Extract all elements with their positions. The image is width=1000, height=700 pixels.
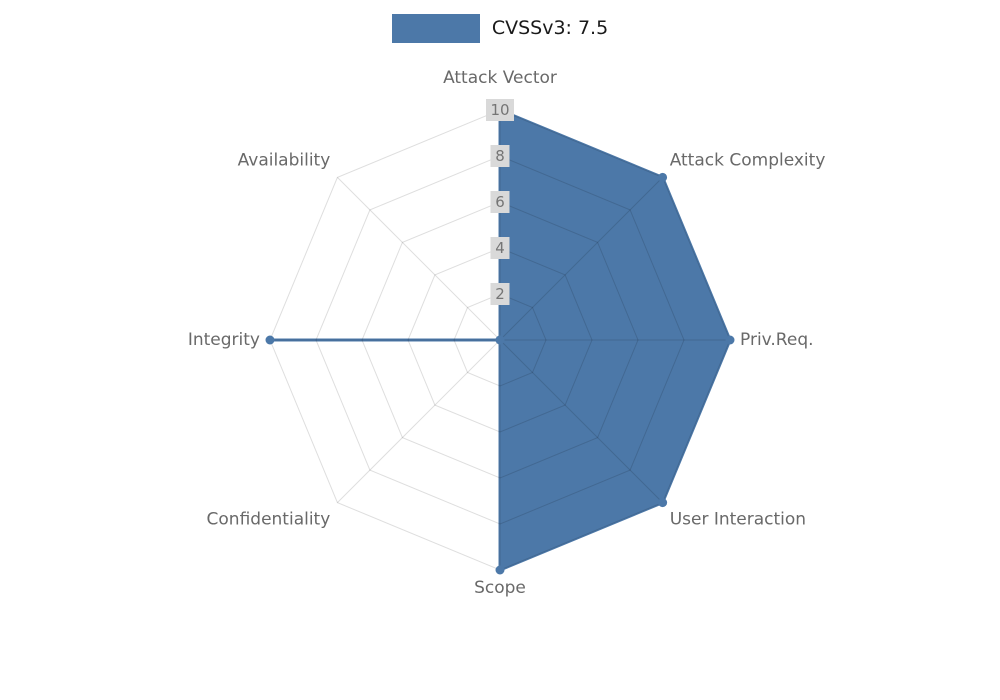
axis-label: Priv.Req. [740, 330, 814, 350]
grid-ring [361, 201, 639, 479]
axis-label: Attack Vector [443, 68, 557, 88]
tick-label: 2 [495, 285, 505, 303]
data-point-dot [495, 335, 505, 345]
tick-label: 10 [490, 101, 509, 119]
legend-label: CVSSv3: 7.5 [491, 17, 609, 39]
axis-label: Availability [238, 150, 331, 170]
legend-swatch [391, 14, 480, 43]
grid-spoke [499, 177, 663, 341]
grid-ring [315, 155, 685, 525]
tick-label-box [490, 283, 510, 305]
axis-label: Scope [474, 578, 526, 598]
tick-label: 6 [495, 193, 505, 211]
axis-label: Confidentiality [207, 510, 331, 530]
tick-label-box [490, 237, 510, 259]
tick-label: 8 [495, 147, 505, 165]
tick-label-box [486, 99, 514, 121]
tick-label-box [490, 191, 510, 213]
tick-label: 4 [495, 239, 505, 257]
axis-label: Integrity [188, 330, 260, 350]
grid-ring [453, 293, 547, 387]
data-point-dot [725, 335, 735, 345]
data-point-dot [658, 498, 668, 508]
tick-label-box [490, 145, 510, 167]
grid-spoke [337, 339, 501, 503]
grid-spoke [337, 177, 501, 341]
axis-label: Attack Complexity [670, 150, 826, 170]
grid-ring [407, 247, 593, 433]
grid-spoke [499, 339, 663, 503]
data-point-dot [265, 335, 275, 345]
axis-label: User Interaction [670, 510, 806, 530]
data-point-dot [658, 172, 668, 182]
chart-legend: CVSSv3: 7.5 [0, 14, 1000, 43]
data-point-dot [495, 565, 505, 575]
